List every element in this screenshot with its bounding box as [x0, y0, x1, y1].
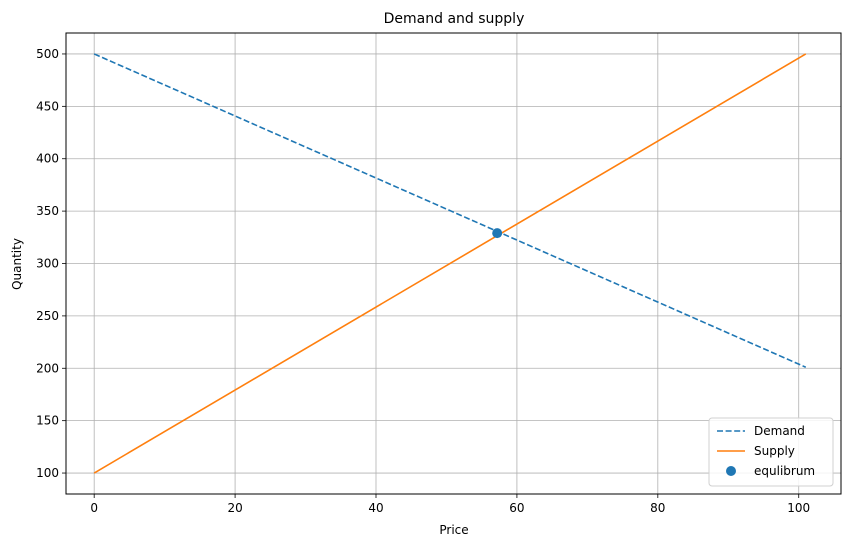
- y-axis-label: Quantity: [10, 238, 24, 290]
- x-tick-label: 40: [368, 501, 383, 515]
- grid: [66, 33, 841, 494]
- y-tick-label: 300: [36, 257, 59, 271]
- series-layer: [93, 53, 807, 474]
- x-tick-label: 100: [787, 501, 810, 515]
- legend: Demand Supply equlibrum: [708, 417, 834, 487]
- y-tick-label: 250: [36, 309, 59, 323]
- y-tick-label: 350: [36, 204, 59, 218]
- legend-label: Demand: [754, 424, 805, 438]
- x-tick-label: 20: [227, 501, 242, 515]
- x-tick-label: 80: [650, 501, 665, 515]
- x-tick-label: 60: [509, 501, 524, 515]
- y-tick-label: 500: [36, 47, 59, 61]
- y-tick-label: 450: [36, 99, 59, 113]
- y-tick-label: 400: [36, 152, 59, 166]
- legend-label: equlibrum: [754, 464, 815, 478]
- y-tick-label: 200: [36, 361, 59, 375]
- legend-label: Supply: [754, 444, 795, 458]
- legend-swatch-equilibrium: [726, 466, 736, 476]
- ticks: 0 20 40 60 80 100 100 150 200 250 300 350 400 450 500: [36, 47, 810, 515]
- x-tick-label: 0: [90, 501, 98, 515]
- x-axis-label: Price: [439, 523, 468, 537]
- y-tick-label: 150: [36, 414, 59, 428]
- chart-title: Demand and supply: [384, 11, 525, 27]
- y-tick-label: 100: [36, 466, 59, 480]
- series-line-supply: [93, 53, 807, 474]
- equilibrium-point: [492, 228, 503, 239]
- series-line-demand: [93, 53, 807, 368]
- legend-box: [708, 417, 834, 487]
